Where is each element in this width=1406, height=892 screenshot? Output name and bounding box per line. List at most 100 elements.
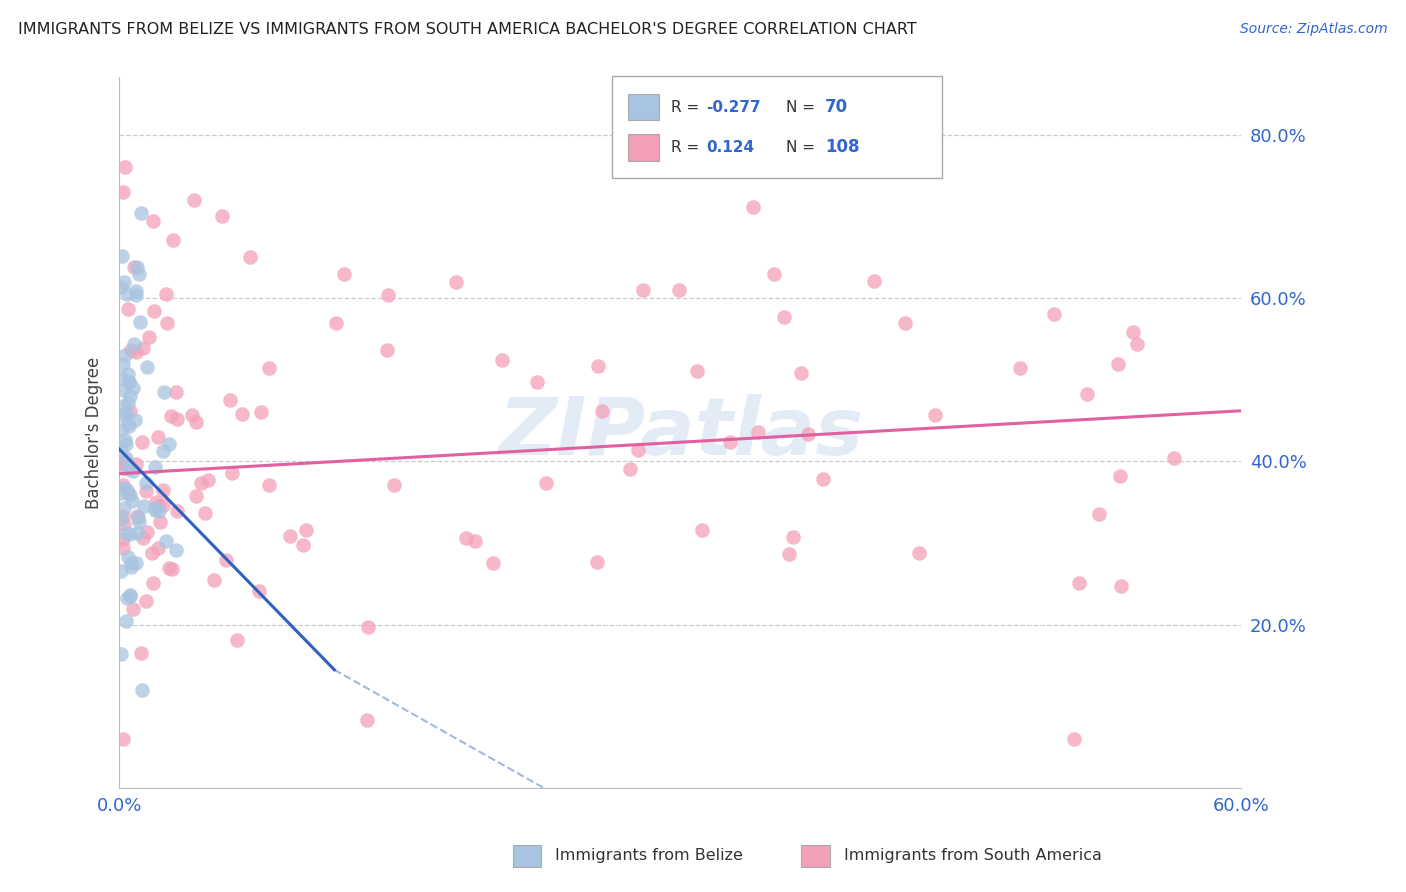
Point [1109, 468, 1132, 483]
Point [1126, 336, 1149, 351]
Point [125, 556, 148, 570]
Point [186, 416, 208, 430]
Point [122, 381, 145, 395]
Point [118, 375, 141, 389]
Point [747, 425, 769, 439]
Point [181, 408, 204, 422]
Point [148, 504, 170, 518]
Point [138, 330, 160, 344]
Point [131, 434, 153, 449]
Point [152, 483, 174, 497]
Point [120, 343, 142, 358]
Point [117, 550, 139, 565]
Point [166, 412, 188, 426]
Point [146, 429, 169, 443]
Point [110, 442, 132, 456]
Point [491, 352, 513, 367]
Point [1008, 361, 1031, 376]
Point [110, 648, 132, 662]
Text: IMMIGRANTS FROM BELIZE VS IMMIGRANTS FROM SOUTH AMERICA BACHELOR'S DEGREE CORREL: IMMIGRANTS FROM BELIZE VS IMMIGRANTS FRO… [18, 22, 917, 37]
Point [162, 562, 184, 576]
Point [124, 413, 146, 427]
Point [482, 556, 505, 570]
Point [117, 416, 139, 430]
Point [1163, 450, 1185, 465]
Point [118, 419, 141, 434]
Text: R =: R = [671, 140, 709, 154]
Point [111, 478, 134, 492]
Point [111, 732, 134, 747]
Point [142, 576, 165, 591]
Point [141, 546, 163, 560]
Point [454, 531, 477, 545]
Point [115, 287, 138, 301]
Point [149, 515, 172, 529]
Point [110, 423, 132, 437]
Point [110, 564, 132, 578]
Point [112, 357, 135, 371]
Text: N =: N = [786, 140, 820, 154]
Point [197, 473, 219, 487]
Point [111, 249, 134, 263]
Point [1063, 732, 1085, 747]
Point [247, 584, 270, 599]
Point [127, 509, 149, 524]
Point [375, 343, 398, 357]
Point [145, 494, 167, 508]
Point [122, 260, 145, 275]
Point [110, 512, 132, 526]
Point [117, 591, 139, 606]
Point [112, 516, 135, 531]
Point [218, 393, 240, 408]
Point [464, 534, 486, 549]
Text: ZIPatlas: ZIPatlas [498, 394, 863, 472]
Point [111, 541, 134, 556]
Y-axis label: Bachelor's Degree: Bachelor's Degree [86, 357, 103, 509]
Point [110, 279, 132, 293]
Point [586, 359, 609, 373]
Point [125, 288, 148, 302]
Point [184, 489, 207, 503]
Point [718, 435, 741, 450]
Point [586, 555, 609, 569]
Point [157, 561, 180, 575]
Point [135, 475, 157, 490]
Point [239, 250, 262, 264]
Point [110, 486, 132, 500]
Point [125, 508, 148, 523]
Text: R =: R = [671, 100, 704, 114]
Point [143, 500, 166, 515]
Point [111, 185, 134, 199]
Point [526, 375, 548, 389]
Point [924, 408, 946, 422]
Point [534, 476, 557, 491]
Point [127, 526, 149, 541]
Point [1088, 507, 1111, 521]
Point [112, 276, 135, 290]
Point [686, 364, 709, 378]
Point [111, 408, 134, 422]
Point [332, 267, 354, 281]
Point [444, 275, 467, 289]
Point [120, 527, 142, 541]
Point [143, 502, 166, 516]
Point [110, 371, 132, 385]
Point [132, 342, 155, 356]
Point [128, 515, 150, 529]
Point [1043, 307, 1066, 321]
Point [115, 450, 138, 465]
Point [157, 436, 180, 450]
Point [129, 315, 152, 329]
Point [190, 475, 212, 490]
Point [112, 501, 135, 516]
Point [377, 287, 399, 301]
Point [153, 384, 176, 399]
Point [221, 466, 243, 480]
Point [211, 210, 233, 224]
Point [131, 683, 153, 698]
Point [125, 345, 148, 359]
Point [741, 200, 763, 214]
Point [631, 283, 654, 297]
Point [135, 594, 157, 608]
Point [135, 524, 157, 539]
